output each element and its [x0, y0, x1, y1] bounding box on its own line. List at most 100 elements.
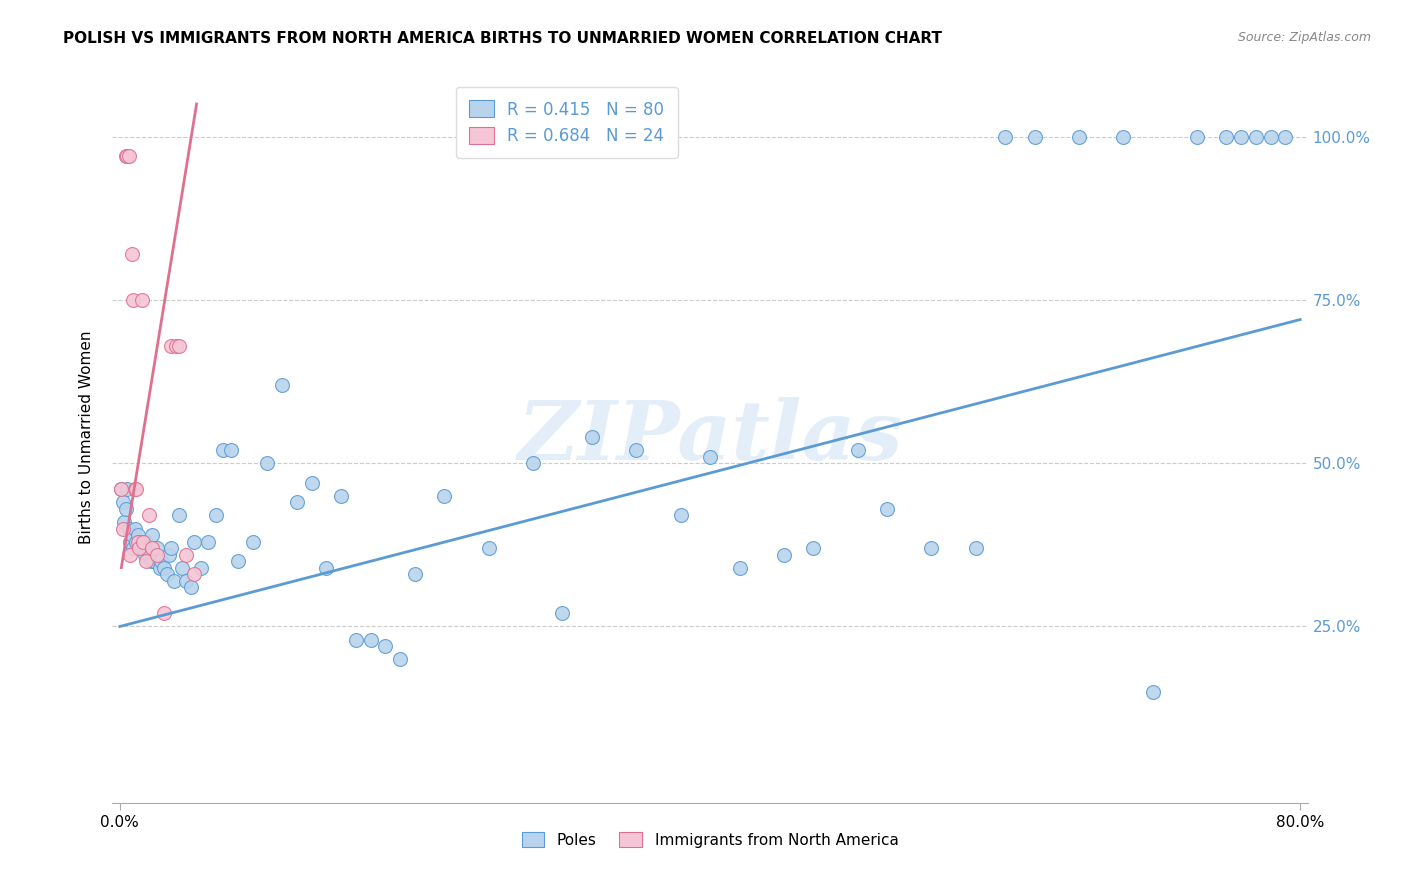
Point — [138, 508, 160, 523]
Point — [167, 338, 190, 352]
Point — [122, 293, 145, 307]
Point — [125, 534, 148, 549]
Point — [141, 528, 163, 542]
Point — [174, 574, 197, 588]
Point — [156, 567, 179, 582]
Point — [212, 443, 235, 458]
Point — [204, 508, 226, 523]
Point — [111, 521, 134, 535]
Point — [135, 534, 157, 549]
Point — [118, 521, 141, 535]
Point — [163, 574, 186, 588]
Point — [581, 430, 603, 444]
Point — [190, 560, 212, 574]
Point — [110, 483, 132, 497]
Point — [728, 560, 751, 574]
Legend: Poles, Immigrants from North America: Poles, Immigrants from North America — [516, 825, 904, 854]
Point — [114, 502, 136, 516]
Point — [256, 456, 278, 470]
Point — [183, 567, 205, 582]
Point — [801, 541, 824, 555]
Point — [1185, 129, 1208, 144]
Point — [360, 632, 382, 647]
Point — [994, 129, 1017, 144]
Point — [127, 528, 149, 542]
Point — [138, 548, 160, 562]
Point — [132, 534, 155, 549]
Point — [118, 149, 141, 163]
Point — [135, 554, 157, 568]
Point — [149, 560, 172, 574]
Point — [1067, 129, 1090, 144]
Point — [174, 548, 197, 562]
Point — [131, 293, 153, 307]
Point — [112, 515, 135, 529]
Point — [920, 541, 942, 555]
Point — [167, 508, 190, 523]
Point — [110, 483, 132, 497]
Point — [699, 450, 721, 464]
Point — [1024, 129, 1046, 144]
Point — [129, 541, 152, 555]
Point — [121, 247, 143, 261]
Point — [142, 554, 165, 568]
Point — [153, 607, 176, 621]
Point — [122, 541, 145, 555]
Point — [115, 149, 138, 163]
Point — [160, 541, 183, 555]
Point — [478, 541, 501, 555]
Point — [120, 548, 142, 562]
Point — [1260, 129, 1282, 144]
Point — [128, 534, 150, 549]
Point — [127, 534, 149, 549]
Text: ZIPatlas: ZIPatlas — [517, 397, 903, 477]
Point — [404, 567, 426, 582]
Point — [226, 554, 249, 568]
Point — [330, 489, 353, 503]
Point — [150, 554, 173, 568]
Point — [1244, 129, 1267, 144]
Point — [344, 632, 367, 647]
Point — [1230, 129, 1253, 144]
Point — [846, 443, 869, 458]
Point — [165, 338, 187, 352]
Point — [145, 548, 167, 562]
Point — [433, 489, 456, 503]
Point — [136, 541, 159, 555]
Point — [374, 639, 396, 653]
Point — [1215, 129, 1237, 144]
Point — [965, 541, 987, 555]
Point — [242, 534, 264, 549]
Point — [315, 560, 337, 574]
Point — [522, 456, 544, 470]
Y-axis label: Births to Unmarried Women: Births to Unmarried Women — [79, 330, 94, 544]
Point — [125, 483, 148, 497]
Point — [134, 548, 156, 562]
Point — [1112, 129, 1135, 144]
Point — [124, 521, 146, 535]
Point — [669, 508, 692, 523]
Point — [120, 534, 142, 549]
Point — [111, 495, 134, 509]
Point — [124, 483, 146, 497]
Text: POLISH VS IMMIGRANTS FROM NORTH AMERICA BIRTHS TO UNMARRIED WOMEN CORRELATION CH: POLISH VS IMMIGRANTS FROM NORTH AMERICA … — [63, 31, 942, 46]
Point — [1142, 685, 1164, 699]
Point — [121, 528, 143, 542]
Point — [183, 534, 205, 549]
Point — [115, 483, 138, 497]
Point — [271, 377, 294, 392]
Point — [139, 554, 162, 568]
Point — [219, 443, 242, 458]
Point — [180, 580, 202, 594]
Point — [157, 548, 180, 562]
Point — [551, 607, 574, 621]
Point — [170, 560, 193, 574]
Point — [128, 541, 150, 555]
Point — [160, 338, 183, 352]
Point — [772, 548, 794, 562]
Point — [1274, 129, 1296, 144]
Point — [145, 541, 167, 555]
Point — [626, 443, 648, 458]
Point — [876, 502, 898, 516]
Point — [301, 475, 323, 490]
